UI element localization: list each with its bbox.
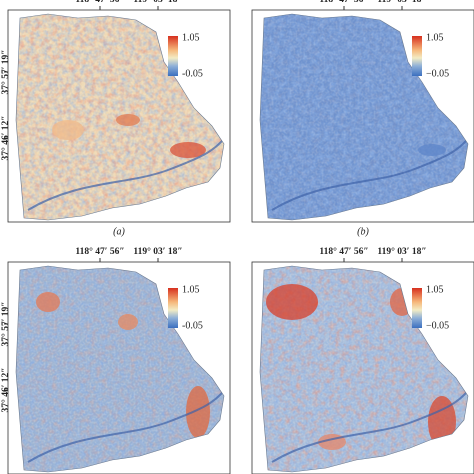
river [271,139,468,211]
map-hotspot [186,386,210,438]
colorbar-max: 1.05 [426,284,444,295]
map-hotspot [418,144,446,156]
lon-label: 118° 47′ 56″ [319,0,368,5]
colorbar [168,36,178,76]
colorbar-min: −0.05 [426,68,449,79]
colorbar-min: -0.05 [182,320,203,331]
map-outline [15,13,225,221]
river [271,391,468,463]
map-panel: 1.05 -0.05 118° 47′ 56″ 119° 03′ 18″ 37° 57′… [0,0,231,237]
colorbar [168,288,178,328]
map-outline [15,265,225,473]
map-hotspot [36,292,60,312]
lat-label: 37° 57′ 19″ [0,50,11,95]
colorbar [412,36,422,76]
map-panel: 1.05 −0.05 118° 47′ 56″ 119° 03′ 18″ (b) [251,0,474,237]
lon-label: 119° 03′ 18″ [377,0,426,5]
map-panel: 1.05 -0.05 118° 47′ 56″ 119° 03′ 18″ 37° 57′… [0,246,231,474]
lon-label: 118° 47′ 56″ [75,0,124,5]
map-outline [259,13,469,221]
lat-label: 37° 46′ 12″ [0,368,11,413]
panel-label: (b) [357,226,369,237]
lon-label: 119° 03′ 18″ [133,0,182,5]
lat-label: 37° 57′ 19″ [0,302,11,347]
lon-label: 118° 47′ 56″ [75,246,124,257]
lat-label: 37° 46′ 12″ [0,116,11,161]
map-hotspot [266,284,318,320]
river [27,139,224,211]
panel-label: (a) [113,226,125,237]
lon-label: 118° 47′ 56″ [319,246,368,257]
colorbar [412,288,422,328]
lon-label: 119° 03′ 18″ [133,246,182,257]
colorbar-min: −0.05 [426,320,449,331]
map-outline [259,265,469,473]
map-hotspot [52,120,84,140]
colorbar-max: 1.05 [182,32,200,43]
colorbar-max: 1.05 [182,284,200,295]
colorbar-min: -0.05 [182,68,203,79]
lon-label: 119° 03′ 18″ [377,246,426,257]
colorbar-max: 1.05 [426,32,444,43]
map-area [260,266,468,472]
map-hotspot [116,114,140,126]
map-hotspot [118,314,138,330]
river [27,391,224,463]
map-hotspot [170,142,206,158]
